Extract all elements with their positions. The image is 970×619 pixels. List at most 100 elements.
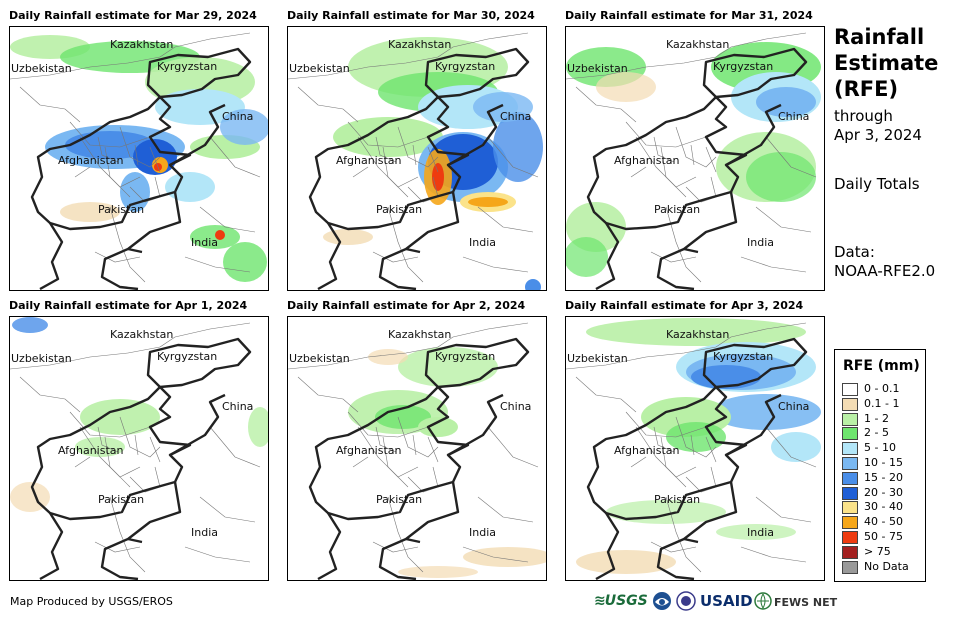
rainfall-map: Kazakhstan Uzbekistan Kyrgyzstan China A… xyxy=(287,316,547,581)
label-china: China xyxy=(778,110,810,123)
legend-label: 40 - 50 xyxy=(864,515,903,529)
legend-title: RFE (mm) xyxy=(843,358,920,374)
through-label: through xyxy=(834,107,893,125)
label-afghanistan: Afghanistan xyxy=(614,444,680,457)
legend-label: 1 - 2 xyxy=(864,411,889,425)
data-label: Data: xyxy=(834,243,875,261)
legend-swatch xyxy=(842,486,858,500)
label-china: China xyxy=(500,400,532,413)
rainfall-map: Kazakhstan Uzbekistan Kyrgyzstan China A… xyxy=(565,316,825,581)
usgs-logo: ≋USGS xyxy=(594,593,648,609)
label-uzbekistan: Uzbekistan xyxy=(567,62,628,75)
label-kyrgyzstan: Kyrgyzstan xyxy=(713,60,774,73)
legend-label: No Data xyxy=(864,559,909,573)
label-afghanistan: Afghanistan xyxy=(336,154,402,167)
rainfall-overlay xyxy=(576,318,821,574)
label-china: China xyxy=(778,400,810,413)
legend-swatch xyxy=(842,501,858,515)
label-kyrgyzstan: Kyrgyzstan xyxy=(435,350,496,363)
label-kazakhstan: Kazakhstan xyxy=(110,328,174,341)
map-panel-mar-31: Daily Rainfall estimate for Mar 31, 2024… xyxy=(565,9,825,291)
label-uzbekistan: Uzbekistan xyxy=(289,352,350,365)
title-line-1: Rainfall xyxy=(834,25,925,49)
data-source: NOAA-RFE2.0 xyxy=(834,262,936,280)
rainfall-overlay xyxy=(10,317,268,512)
label-kazakhstan: Kazakhstan xyxy=(388,328,452,341)
dhs-seal-icon xyxy=(676,591,696,611)
label-pakistan: Pakistan xyxy=(376,203,423,216)
legend-swatch xyxy=(842,412,858,426)
title-line-3: (RFE) xyxy=(834,77,899,101)
rainfall-overlay xyxy=(10,35,268,282)
legend-label: 15 - 20 xyxy=(864,470,903,484)
legend-label: 2 - 5 xyxy=(864,426,889,440)
label-pakistan: Pakistan xyxy=(98,203,145,216)
rainfall-map: Kazakhstan Uzbekistan Kyrgyzstan China A… xyxy=(9,316,269,581)
legend-swatch xyxy=(842,457,858,470)
daily-totals-label: Daily Totals xyxy=(834,175,920,193)
label-afghanistan: Afghanistan xyxy=(58,154,124,167)
rainfall-overlay xyxy=(323,37,543,290)
label-pakistan: Pakistan xyxy=(376,493,423,506)
map-panel-apr-1: Daily Rainfall estimate for Apr 1, 2024 … xyxy=(9,299,269,581)
map-credit: Map Produced by USGS/EROS xyxy=(10,595,173,608)
legend-label: 20 - 30 xyxy=(864,485,903,499)
label-pakistan: Pakistan xyxy=(654,203,701,216)
map-panel-mar-30: Daily Rainfall estimate for Mar 30, 2024 xyxy=(287,9,547,291)
legend-swatch xyxy=(842,427,858,441)
label-afghanistan: Afghanistan xyxy=(614,154,680,167)
fewsnet-globe-icon xyxy=(754,592,772,610)
label-india: India xyxy=(191,236,218,249)
label-kazakhstan: Kazakhstan xyxy=(110,38,174,51)
legend-swatch xyxy=(842,531,858,544)
fewsnet-logo: FEWS NET xyxy=(774,596,838,609)
map-panel-apr-3: Daily Rainfall estimate for Apr 3, 2024 … xyxy=(565,299,825,581)
noaa-logo-icon xyxy=(653,592,671,610)
legend-swatch xyxy=(842,560,858,574)
legend-label: 50 - 75 xyxy=(864,530,903,543)
label-pakistan: Pakistan xyxy=(98,493,145,506)
label-uzbekistan: Uzbekistan xyxy=(567,352,628,365)
label-china: China xyxy=(222,400,254,413)
agency-logos: ≋USGS USAID FEWS NET xyxy=(594,591,837,615)
panel-title: Daily Rainfall estimate for Apr 1, 2024 xyxy=(9,299,248,312)
map-title: Rainfall Estimate (RFE) xyxy=(834,24,938,102)
legend-swatch xyxy=(842,545,858,559)
legend-swatch xyxy=(842,516,858,530)
legend-swatch xyxy=(842,471,858,485)
label-kazakhstan: Kazakhstan xyxy=(666,328,730,341)
rainfall-map: Kazakhstan Uzbekistan Kyrgyzstan China A… xyxy=(9,26,269,291)
rainfall-map: Kazakhstan Uzbekistan Kyrgyzstan China A… xyxy=(565,26,825,291)
label-india: India xyxy=(469,526,496,539)
label-kyrgyzstan: Kyrgyzstan xyxy=(435,60,496,73)
legend-label: 0 - 0.1 xyxy=(864,382,900,395)
legend-label: 5 - 10 xyxy=(864,441,896,455)
label-uzbekistan: Uzbekistan xyxy=(11,352,72,365)
panel-title: Daily Rainfall estimate for Mar 31, 2024 xyxy=(565,9,813,22)
panel-title: Daily Rainfall estimate for Apr 3, 2024 xyxy=(565,299,804,312)
label-kazakhstan: Kazakhstan xyxy=(666,38,730,51)
label-afghanistan: Afghanistan xyxy=(58,444,124,457)
label-india: India xyxy=(191,526,218,539)
panel-title: Daily Rainfall estimate for Mar 30, 2024 xyxy=(287,9,535,22)
label-kyrgyzstan: Kyrgyzstan xyxy=(713,350,774,363)
legend-label: 30 - 40 xyxy=(864,500,903,514)
label-kazakhstan: Kazakhstan xyxy=(388,38,452,51)
label-china: China xyxy=(222,110,254,123)
label-india: India xyxy=(747,526,774,539)
usaid-logo: USAID xyxy=(700,592,753,610)
map-panel-mar-29: Daily Rainfall estimate for Mar 29, 2024 xyxy=(9,9,269,291)
label-china: China xyxy=(500,110,532,123)
rainfall-overlay xyxy=(348,347,546,578)
label-afghanistan: Afghanistan xyxy=(336,444,402,457)
label-uzbekistan: Uzbekistan xyxy=(289,62,350,75)
title-line-2: Estimate xyxy=(834,51,939,75)
rainfall-map: Kazakhstan Uzbekistan Kyrgyzstan China A… xyxy=(287,26,547,291)
map-panel-apr-2: Daily Rainfall estimate for Apr 2, 2024 … xyxy=(287,299,547,581)
legend-label: 10 - 15 xyxy=(864,456,903,469)
label-kyrgyzstan: Kyrgyzstan xyxy=(157,60,218,73)
legend-swatch xyxy=(842,442,858,456)
legend-label: > 75 xyxy=(864,544,891,558)
label-india: India xyxy=(747,236,774,249)
